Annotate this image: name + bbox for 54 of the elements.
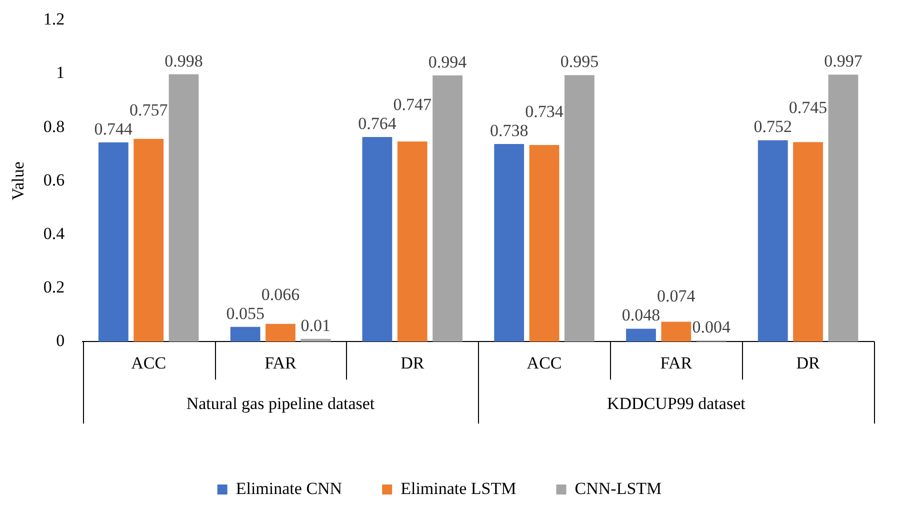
y-tick-label: 0 xyxy=(56,331,65,350)
data-label: 0.994 xyxy=(428,52,468,72)
text: Natural gas pipeline dataset xyxy=(186,394,375,414)
y-tick-label: 0.4 xyxy=(43,224,66,243)
data-label: 0.995 xyxy=(560,52,599,72)
bar xyxy=(397,142,428,342)
bar xyxy=(266,324,296,342)
x-tick-label: FAR xyxy=(264,353,298,372)
bar xyxy=(758,140,788,342)
y-tick-label: 0.6 xyxy=(43,170,65,190)
data-label: 0.745 xyxy=(788,98,828,118)
bar xyxy=(168,74,199,342)
data-label: 0.055 xyxy=(226,304,264,323)
data-label: 0.734 xyxy=(525,102,564,121)
bar xyxy=(230,326,260,342)
legend-label: Eliminate CNN xyxy=(236,478,342,498)
data-label: 0.744 xyxy=(94,119,134,138)
data-label: 0.757 xyxy=(129,100,168,120)
bar xyxy=(362,136,392,342)
y-tick-label: 1 xyxy=(56,63,65,82)
y-tick-label: 1.2 xyxy=(43,10,65,29)
data-label: 0.01 xyxy=(300,316,331,335)
data-label: 0.004 xyxy=(692,317,731,336)
data-label: 0.764 xyxy=(358,114,397,133)
x-tick-label: DR xyxy=(400,353,425,372)
y-tick-label: 0.2 xyxy=(43,278,65,296)
bar xyxy=(494,144,524,342)
data-label: 0.738 xyxy=(490,120,528,140)
data-label: 0.066 xyxy=(261,284,300,304)
bar xyxy=(564,75,594,342)
data-label: 0.997 xyxy=(824,52,863,71)
bar xyxy=(529,145,560,342)
data-label: 0.048 xyxy=(622,306,660,325)
data-label: 0.747 xyxy=(393,94,432,114)
legend-label: Eliminate LSTM xyxy=(400,478,516,498)
text: KDDCUP99 dataset xyxy=(606,394,746,414)
bar xyxy=(300,338,331,342)
x-tick-label: DR xyxy=(796,353,821,372)
bar xyxy=(98,142,128,342)
bar xyxy=(828,74,858,342)
data-label: 0.074 xyxy=(657,286,696,306)
bar xyxy=(793,142,823,342)
y-tick-label: 0.8 xyxy=(43,116,65,136)
y-axis-title: Value xyxy=(8,162,28,200)
x-tick-label: ACC xyxy=(526,353,562,372)
bar xyxy=(432,75,462,342)
x-tick-label: ACC xyxy=(131,353,166,372)
data-label: 0.998 xyxy=(164,51,203,70)
bar xyxy=(661,322,692,342)
x-tick-label: FAR xyxy=(660,353,693,372)
bar xyxy=(134,138,164,342)
data-label: 0.752 xyxy=(754,117,792,136)
legend-label: CNN-LSTM xyxy=(574,478,662,498)
bar xyxy=(626,328,656,342)
